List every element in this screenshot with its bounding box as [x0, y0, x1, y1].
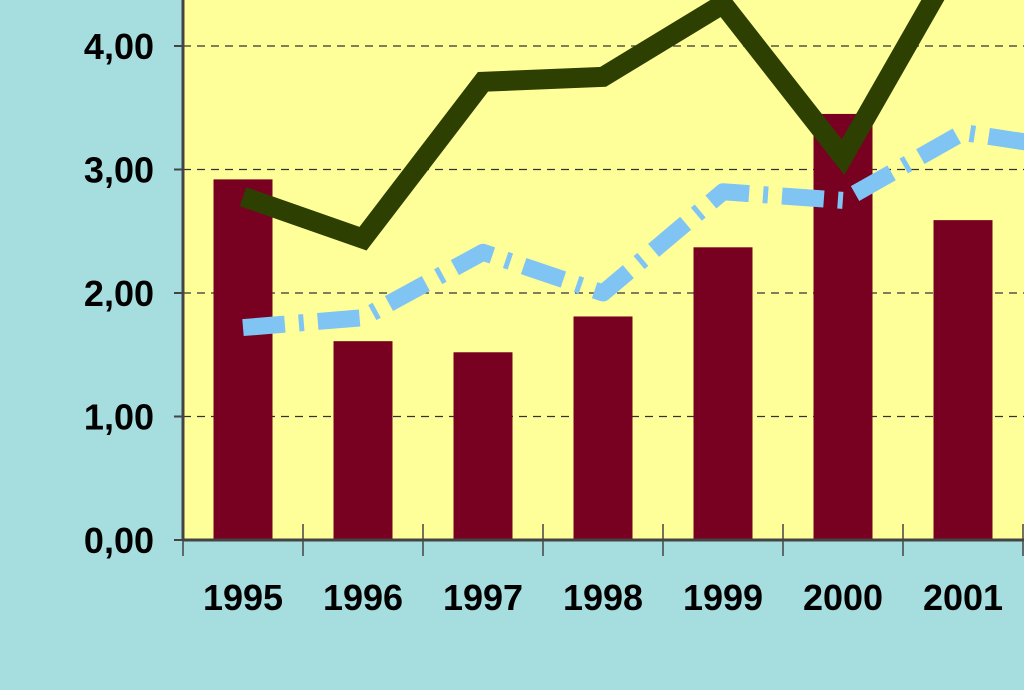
bar-2000 [813, 113, 873, 541]
bar-1995 [213, 179, 273, 540]
bar-2001 [933, 220, 993, 540]
x-tick-label: 1995 [203, 577, 283, 618]
bar-1999 [693, 247, 753, 540]
axes [174, 0, 1024, 556]
x-tick-label: 1999 [683, 577, 763, 618]
tick-labels: 0,00 1,00 2,00 3,00 4,00 1995 1996 1997 1998 1999… [84, 26, 1003, 618]
x-tick-label: 1998 [563, 577, 643, 618]
x-tick-label: 2000 [803, 577, 883, 618]
bar-1998 [573, 316, 633, 540]
line-series-solid [239, 0, 945, 251]
line-series [239, 0, 1024, 337]
y-tick-label: 0,00 [84, 520, 154, 561]
bar-1997 [453, 352, 513, 540]
y-tick-label: 1,00 [84, 397, 154, 438]
x-tick-label: 1996 [323, 577, 403, 618]
x-tick-label: 1997 [443, 577, 523, 618]
y-tick-label: 3,00 [84, 150, 154, 191]
y-tick-label: 4,00 [84, 26, 154, 67]
line-series-dashdot [242, 123, 1024, 337]
bar-series [213, 113, 993, 541]
x-tick-label: 2001 [923, 577, 1003, 618]
y-tick-label: 2,00 [84, 273, 154, 314]
bar-1996 [333, 341, 393, 540]
